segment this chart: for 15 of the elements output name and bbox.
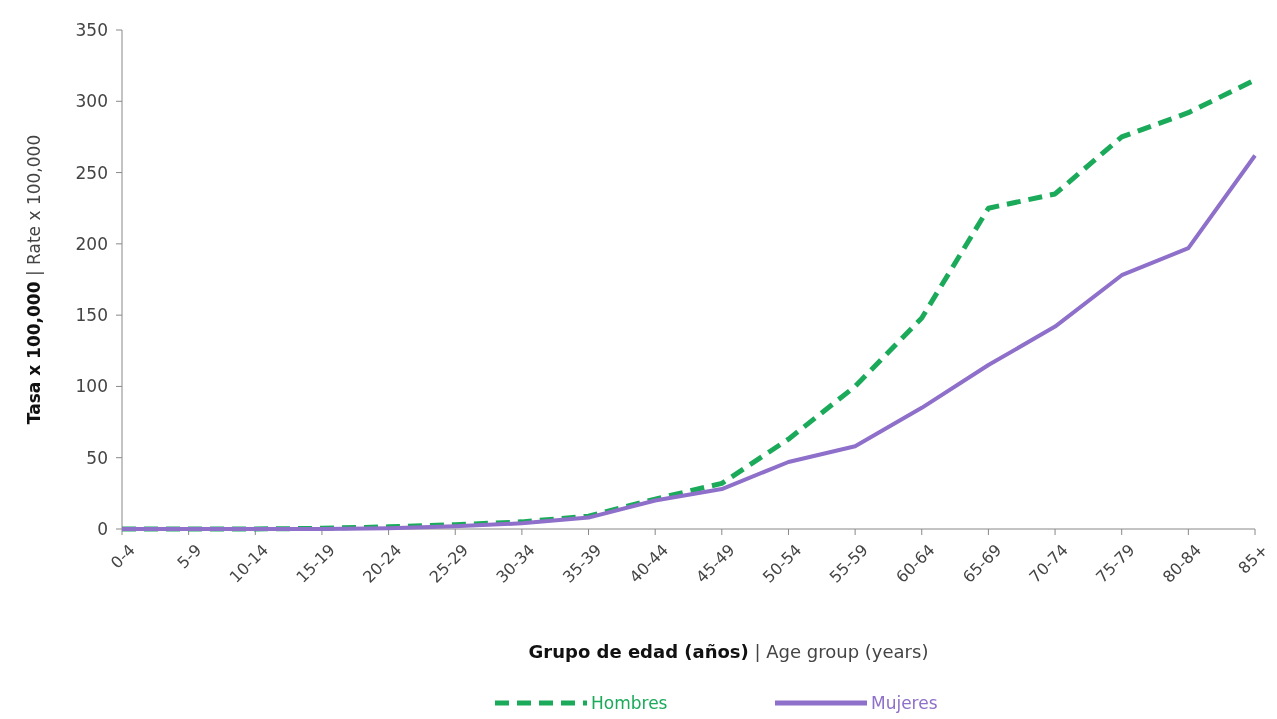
y-tick-label: 300: [75, 91, 108, 112]
y-tick-label: 250: [75, 162, 108, 183]
y-tick-label: 150: [75, 305, 108, 326]
text: Mujeres: [871, 692, 938, 713]
y-tick-label: 100: [75, 376, 108, 397]
y-tick-label: 350: [75, 19, 108, 40]
x-tick-label: 5-9: [173, 540, 206, 573]
x-tick-label: 0-4: [106, 540, 139, 573]
x-tick-label: 85+: [1234, 540, 1272, 578]
y-tick-label: 0: [97, 518, 108, 539]
x-axis-title: Grupo de edad (años) | Age group (years): [528, 641, 929, 662]
y-tick-label: 200: [75, 233, 108, 254]
text: Hombres: [591, 692, 668, 713]
y-axis-title: Tasa x 100,000 | Rate x 100,000: [24, 134, 44, 425]
y-tick-label: 50: [86, 447, 108, 468]
